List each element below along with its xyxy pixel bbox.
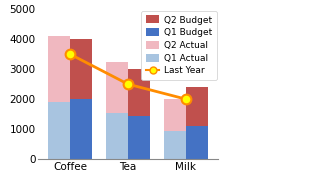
Bar <box>164 131 186 159</box>
Last Year <box>68 53 72 55</box>
Bar <box>128 116 150 159</box>
Line: Last Year: Last Year <box>65 49 191 104</box>
Bar <box>70 99 92 159</box>
Last Year <box>184 98 188 100</box>
Bar <box>70 39 92 99</box>
Bar <box>186 87 208 126</box>
Bar <box>164 99 186 131</box>
Bar <box>48 102 70 159</box>
Last Year <box>126 83 130 85</box>
Bar <box>128 69 150 116</box>
Bar <box>186 126 208 159</box>
Bar <box>48 36 70 102</box>
Legend: Q2 Budget, Q1 Budget, Q2 Actual, Q1 Actual, Last Year: Q2 Budget, Q1 Budget, Q2 Actual, Q1 Actu… <box>141 11 217 80</box>
Bar <box>106 113 128 159</box>
Bar <box>106 62 128 113</box>
